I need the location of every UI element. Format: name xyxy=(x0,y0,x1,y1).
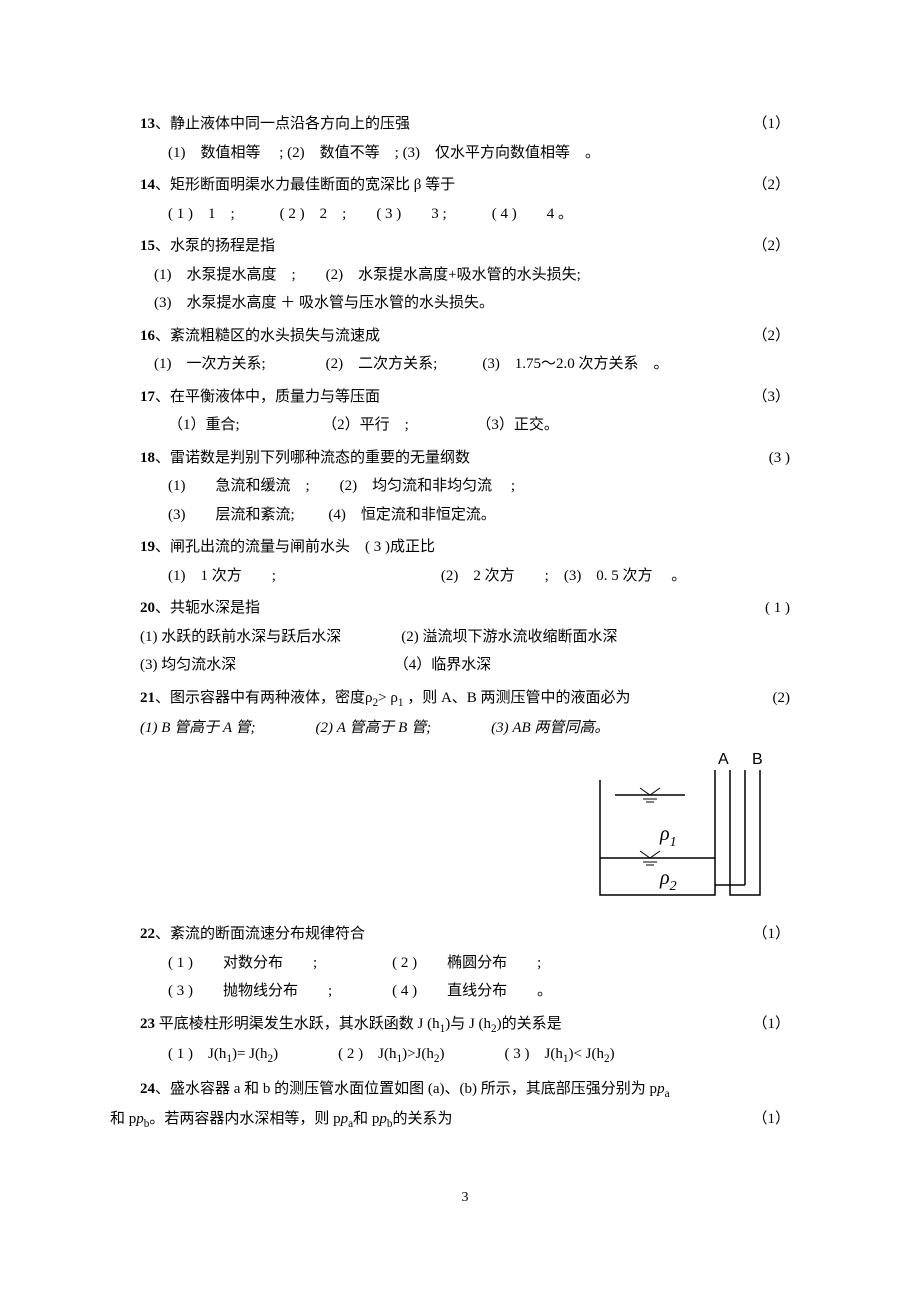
options: ( 1 ) 对数分布 ; ( 2 ) 椭圆分布 ; ( 3 ) 抛物线分布 ; … xyxy=(140,949,790,1006)
answer: （2） xyxy=(752,171,790,200)
diagram-svg: A B ρ1 ρ2 xyxy=(590,750,780,900)
question-19: 19、闸孔出流的流量与闸前水头 ( 3 )成正比 (1) 1 次方 ; (2) … xyxy=(140,533,790,590)
question-18: 18、雷诺数是判别下列哪种流态的重要的无量纲数 (3 ) (1) 急流和缓流 ;… xyxy=(140,444,790,530)
answer: （1） xyxy=(752,110,790,139)
options: （1）重合; （2）平行 ; （3）正交。 xyxy=(140,411,790,440)
rho1-label: ρ1 xyxy=(659,823,677,850)
question-24: 24、盛水容器 a 和 b 的测压管水面位置如图 (a)、(b) 所示，其底部压… xyxy=(110,1075,790,1136)
container-diagram: A B ρ1 ρ2 xyxy=(140,750,790,900)
question-21: 21、图示容器中有两种液体，密度ρ2> ρ1 ，则 A、B 两测压管中的液面必为… xyxy=(140,684,790,743)
question-text: 22、紊流的断面流速分布规律符合 xyxy=(140,920,365,949)
question-text: 15、水泵的扬程是指 xyxy=(140,232,275,261)
question-14: 14、矩形断面明渠水力最佳断面的宽深比 β 等于 （2） ( 1 ) 1 ; (… xyxy=(140,171,790,228)
rho2-label: ρ2 xyxy=(659,867,677,894)
options: (1) 一次方关系; (2) 二次方关系; (3) 1.75～2.0 次方关系 … xyxy=(140,350,790,379)
question-text: 23 平底棱柱形明渠发生水跃，其水跃函数 J (h1)与 J (h2)的关系是 xyxy=(140,1010,562,1040)
question-22: 22、紊流的断面流速分布规律符合 （1） ( 1 ) 对数分布 ; ( 2 ) … xyxy=(140,920,790,1006)
answer: （1） xyxy=(752,1105,790,1134)
options: (1) 急流和缓流 ; (2) 均匀流和非均匀流 ; (3) 层流和紊流; (4… xyxy=(140,472,790,529)
options: (1) B 管高于 A 管; (2) A 管高于 B 管; (3) AB 两管同… xyxy=(140,714,790,743)
answer: （2） xyxy=(752,232,790,261)
options: (1) 水跃的跃前水深与跃后水深 (2) 溢流坝下游水流收缩断面水深 (3) 均… xyxy=(140,623,790,680)
question-list: 13、静止液体中同一点沿各方向上的压强 （1） (1) 数值相等 ; (2) 数… xyxy=(140,110,790,1135)
question-text: 20、共轭水深是指 xyxy=(140,594,260,623)
question-text: 19、闸孔出流的流量与闸前水头 ( 3 )成正比 xyxy=(140,533,435,562)
answer: （3） xyxy=(752,383,790,412)
options: (1) 数值相等 ; (2) 数值不等 ; (3) 仅水平方向数值相等 。 xyxy=(140,139,790,168)
answer: （2） xyxy=(752,322,790,351)
answer: （1） xyxy=(752,920,790,949)
options: ( 1 ) J(h1)= J(h2) ( 2 ) J(h1)>J(h2) ( 3… xyxy=(140,1040,790,1070)
options: ( 1 ) 1 ; ( 2 ) 2 ; ( 3 ) 3 ; ( 4 ) 4 。 xyxy=(140,200,790,229)
answer: ( 1 ) xyxy=(765,594,790,623)
answer: (2) xyxy=(773,684,791,713)
answer: （1） xyxy=(752,1010,790,1039)
question-text: 21、图示容器中有两种液体，密度ρ2> ρ1 ，则 A、B 两测压管中的液面必为 xyxy=(140,684,631,714)
question-17: 17、在平衡液体中，质量力与等压面 （3） （1）重合; （2）平行 ; （3）… xyxy=(140,383,790,440)
label-a: A xyxy=(718,751,729,768)
label-b: B xyxy=(752,751,763,768)
question-15: 15、水泵的扬程是指 （2） (1) 水泵提水高度 ; (2) 水泵提水高度+吸… xyxy=(140,232,790,318)
question-text: 24、盛水容器 a 和 b 的测压管水面位置如图 (a)、(b) 所示，其底部压… xyxy=(140,1081,670,1097)
answer: (3 ) xyxy=(769,444,790,473)
question-text: 17、在平衡液体中，质量力与等压面 xyxy=(140,383,380,412)
question-16: 16、紊流粗糙区的水头损失与流速成 （2） (1) 一次方关系; (2) 二次方… xyxy=(140,322,790,379)
question-text: 16、紊流粗糙区的水头损失与流速成 xyxy=(140,322,380,351)
question-text: 13、静止液体中同一点沿各方向上的压强 xyxy=(140,110,410,139)
question-text: 18、雷诺数是判别下列哪种流态的重要的无量纲数 xyxy=(140,444,470,473)
question-20: 20、共轭水深是指 ( 1 ) (1) 水跃的跃前水深与跃后水深 (2) 溢流坝… xyxy=(140,594,790,680)
question-13: 13、静止液体中同一点沿各方向上的压强 （1） (1) 数值相等 ; (2) 数… xyxy=(140,110,790,167)
options: (1) 1 次方 ; (2) 2 次方 ; (3) 0. 5 次方 。 xyxy=(140,562,790,591)
page-number: 3 xyxy=(140,1185,790,1212)
question-text: 14、矩形断面明渠水力最佳断面的宽深比 β 等于 xyxy=(140,171,455,200)
question-23: 23 平底棱柱形明渠发生水跃，其水跃函数 J (h1)与 J (h2)的关系是 … xyxy=(140,1010,790,1071)
options: (1) 水泵提水高度 ; (2) 水泵提水高度+吸水管的水头损失; (3) 水泵… xyxy=(140,261,790,318)
